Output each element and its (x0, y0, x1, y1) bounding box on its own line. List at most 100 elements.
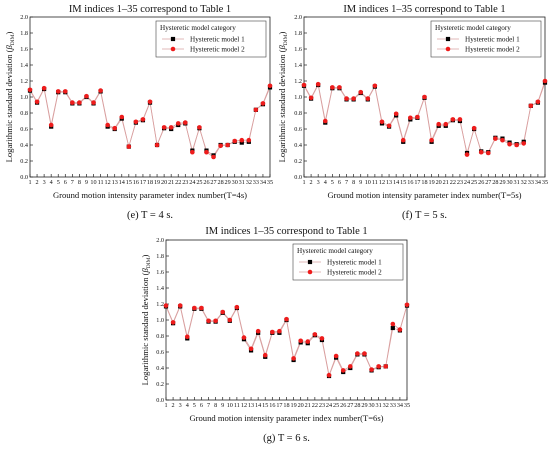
x-tick-label: 14 (255, 402, 261, 409)
data-point-model-2 (184, 334, 190, 340)
x-tick-label: 8 (78, 179, 81, 186)
x-tick-label: 23 (319, 402, 325, 409)
data-point-model-2 (168, 125, 174, 130)
y-tick-label: 1.2 (156, 301, 164, 308)
data-point-model-2 (429, 137, 434, 143)
x-tick-label: 15 (400, 179, 406, 186)
data-point-model-2 (542, 78, 548, 84)
x-tick-label: 14 (119, 179, 125, 186)
data-point-model-2 (408, 115, 413, 121)
y-tick-label: 1.4 (156, 285, 164, 292)
x-tick-label: 18 (147, 179, 153, 186)
legend-entry-2: Hysteretic model 2 (465, 46, 520, 54)
data-point-model-2 (190, 149, 195, 155)
x-tick-label: 29 (499, 179, 505, 186)
data-point-model-2 (312, 332, 318, 337)
legend-title: Hysteretic model category (297, 247, 373, 255)
data-point-model-2 (27, 87, 33, 93)
x-tick-label: 26 (478, 179, 484, 186)
y-tick-label: 1.0 (156, 317, 164, 324)
chart-panel-2: IM indices 1–35 correspond to Table 1 0.0… (277, 4, 548, 221)
data-point-model-2 (227, 317, 233, 323)
x-tick-label: 22 (450, 179, 456, 186)
x-tick-label: 11 (98, 179, 104, 186)
data-point-model-2 (457, 117, 463, 122)
y-tick-label: 0.0 (294, 174, 302, 181)
x-tick-label: 10 (90, 179, 96, 186)
data-point-model-2 (253, 107, 259, 113)
x-tick-label: 32 (383, 402, 389, 409)
data-point-model-2 (91, 100, 96, 105)
x-tick-label: 32 (521, 179, 527, 186)
y-axis-label: Logarithmic standard deviation (βDIM) (140, 255, 152, 386)
x-tick-label: 21 (305, 402, 311, 409)
data-point-model-2 (255, 328, 261, 334)
data-point-model-2 (415, 114, 420, 120)
data-point-model-2 (267, 83, 273, 89)
x-tick-label: 26 (340, 402, 346, 409)
x-tick-label: 6 (338, 179, 341, 186)
legend-entry-2: Hysteretic model 2 (327, 269, 382, 277)
x-tick-label: 33 (528, 179, 534, 186)
x-tick-label: 8 (214, 402, 217, 409)
data-point-model-1 (239, 140, 244, 145)
data-point-model-2 (291, 356, 296, 361)
data-point-model-2 (372, 83, 378, 89)
x-tick-label: 25 (471, 179, 477, 186)
y-tick-label: 1.4 (20, 62, 28, 69)
data-point-model-2 (177, 303, 183, 308)
y-tick-label: 1.0 (294, 94, 302, 101)
legend-marker-square (307, 259, 313, 265)
x-tick-label: 19 (290, 402, 296, 409)
y-tick-label: 0.4 (156, 365, 164, 372)
data-point-model-2 (319, 336, 325, 341)
y-tick-label: 0.6 (294, 126, 302, 133)
x-tick-label: 10 (227, 402, 233, 409)
data-point-model-2 (41, 85, 47, 91)
x-tick-label: 2 (36, 179, 39, 186)
x-tick-label: 19 (428, 179, 434, 186)
x-tick-label: 30 (506, 179, 512, 186)
y-tick-label: 0.6 (156, 349, 164, 356)
x-tick-label: 34 (260, 179, 266, 186)
data-point-model-2 (507, 141, 512, 147)
data-point-model-2 (322, 118, 328, 124)
data-point-model-2 (163, 303, 169, 308)
x-tick-label: 13 (248, 402, 254, 409)
data-point-model-2 (211, 154, 216, 160)
x-tick-label: 16 (269, 402, 275, 409)
data-point-model-2 (301, 82, 307, 88)
data-point-model-2 (119, 114, 125, 120)
x-tick-label: 31 (514, 179, 520, 186)
data-point-model-2 (218, 143, 223, 149)
data-point-model-2 (234, 304, 240, 310)
chart-title: IM indices 1–35 correspond to Table 1 (69, 4, 231, 15)
data-point-model-2 (112, 125, 118, 131)
x-tick-label: 7 (71, 179, 74, 186)
data-point-model-2 (535, 99, 541, 105)
x-tick-label: 22 (312, 402, 318, 409)
x-tick-label: 13 (112, 179, 118, 186)
y-axis-label-symbol: β (140, 267, 150, 273)
y-axis-label-text: Logarithmic standard deviation ( (140, 272, 150, 385)
data-point-model-2 (277, 328, 282, 334)
data-point-model-2 (347, 364, 353, 369)
data-point-model-2 (105, 122, 110, 128)
y-axis-label-symbol: β (277, 44, 287, 50)
x-tick-label: 31 (239, 179, 245, 186)
data-point-model-2 (262, 352, 268, 358)
y-tick-label: 1.6 (294, 46, 302, 53)
x-tick-label: 7 (345, 179, 348, 186)
data-point-model-2 (34, 99, 40, 105)
data-point-model-2 (464, 152, 470, 157)
data-point-model-2 (337, 85, 342, 90)
data-point-model-2 (192, 305, 197, 311)
data-point-model-2 (197, 125, 202, 130)
data-point-model-2 (340, 368, 346, 373)
x-tick-label: 33 (390, 402, 396, 409)
x-tick-label: 28 (217, 179, 223, 186)
x-tick-label: 12 (105, 179, 111, 186)
y-axis-label-close: ) (277, 32, 287, 35)
x-tick-label: 23 (182, 179, 188, 186)
y-tick-label: 0.4 (20, 142, 28, 149)
